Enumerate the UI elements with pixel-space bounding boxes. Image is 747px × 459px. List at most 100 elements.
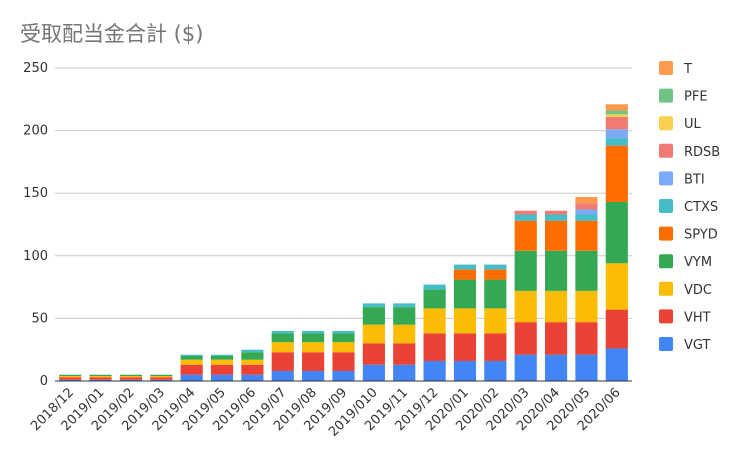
bar-segment-vgt [544,354,568,381]
bar-segment-vgt [180,374,203,381]
bar-segment-vym [241,352,264,360]
y-tick-label: 50 [31,311,48,326]
bar-segment-pfe [605,110,628,115]
bar-segment-vdc [605,263,628,310]
bar-segment-ctxs [362,303,385,308]
bar-segment-ctxs [302,330,325,334]
legend-swatch-pfe [659,88,673,103]
bar-segment-ul [605,114,628,117]
legend-label-bti: BTI [684,172,705,187]
bar-segment-vht [119,377,143,380]
bar-segment-vht [544,322,568,355]
bar-segment-t [605,104,628,111]
bar-segment-vdc [484,308,507,334]
bar-segment-vdc [271,342,294,353]
bar-segment-vgt [393,364,416,381]
bar-segment-vym [89,374,112,376]
bar-segment-vym [59,374,82,376]
bar-segment-vdc [332,342,355,353]
bar-segment-vgt [302,370,325,381]
y-tick-label: 100 [23,249,48,264]
bar-segment-vgt [241,374,264,381]
bar-segment-rdsb [605,116,628,130]
bar-segment-vdc [119,375,143,378]
legend-swatch-ul [659,116,673,131]
bar-segment-vht [241,364,264,375]
bar-segment-ctxs [241,349,264,353]
bar-segment-vgt [210,374,234,381]
bar-segment-vgt [332,370,355,381]
legend-swatch-spyd [659,226,673,241]
bar-segment-spyd [453,269,477,280]
bar-segment-vgt [575,354,598,381]
bar-segment-vym [605,201,628,264]
bar-segment-ctxs [210,354,234,356]
bar-segment-ctxs [271,330,294,334]
bar-segment-vym [453,279,477,309]
legend-swatch-t [659,61,673,75]
bar-segment-vgt [89,379,112,381]
bar-segment-vdc [89,375,112,378]
bar-segment-rdsb [575,203,598,210]
legend-swatch-vdc [659,281,673,296]
legend-swatch-vgt [659,337,673,351]
bar-segment-vdc [362,324,385,344]
bar-segment-vgt [59,379,82,381]
bar-segment-vdc [180,359,203,365]
bar-segment-vdc [59,375,82,378]
legend-label-vym: VYM [684,255,712,270]
bar-segment-vht [453,333,477,361]
bar-segment-vgt [423,360,446,381]
chart-title: 受取配当金合計 ($) [20,22,204,46]
bar-segment-ctxs [484,264,507,270]
bar-segment-vht [271,352,294,371]
legend-swatch-rdsb [659,143,673,158]
bar-segment-ctxs [423,284,446,290]
bar-segment-vym [119,374,143,376]
legend-label-vdc: VDC [684,283,712,298]
bar-segment-vgt [605,348,628,381]
bar-segment-vht [150,377,173,380]
axes: 0501001502002502018/122019/012019/022019… [23,61,632,440]
legend-label-vht: VHT [684,310,711,325]
y-tick-label: 250 [23,61,48,76]
bar-segment-vym [271,333,294,343]
bar-segment-ctxs [575,214,598,221]
bar-segment-rdsb [514,210,537,215]
bar-segment-vdc [210,359,234,365]
bar-segment-vym [150,374,173,376]
bar-segment-vht [423,333,446,361]
bar-segment-ctxs [514,214,537,221]
bar-segment-spyd [484,269,507,280]
bar-segment-spyd [514,220,537,251]
bar-segment-vdc [575,290,598,323]
bar-segment-vdc [544,290,568,323]
bar-segment-ctxs [393,303,416,308]
bar-segment-vgt [362,364,385,381]
bar-segment-spyd [544,220,568,251]
legend-label-pfe: PFE [684,90,708,105]
legend-label-ctxs: CTXS [684,200,718,215]
bar-segment-vgt [514,354,537,381]
bar-segment-vym [575,250,598,291]
bar-segment-vym [484,279,507,309]
bar-segment-vht [393,343,416,365]
bar-segment-vht [302,352,325,371]
legend-swatch-vym [659,254,673,269]
bar-segment-ctxs [180,354,203,356]
bar-segment-vgt [150,379,173,381]
bar-segment-vym [332,333,355,343]
bar-segment-vht [484,333,507,361]
bar-segment-vht [362,343,385,365]
bar-segment-ctxs [605,138,628,146]
bar-segment-spyd [605,145,628,202]
bar-segment-vdc [302,342,325,353]
bar-segment-ctxs [332,330,355,334]
bar-segment-ctxs [453,264,477,270]
y-tick-label: 150 [23,186,48,201]
bar-segment-bti [575,209,598,215]
bar-segment-vht [180,364,203,375]
legend-label-spyd: SPYD [684,228,718,243]
